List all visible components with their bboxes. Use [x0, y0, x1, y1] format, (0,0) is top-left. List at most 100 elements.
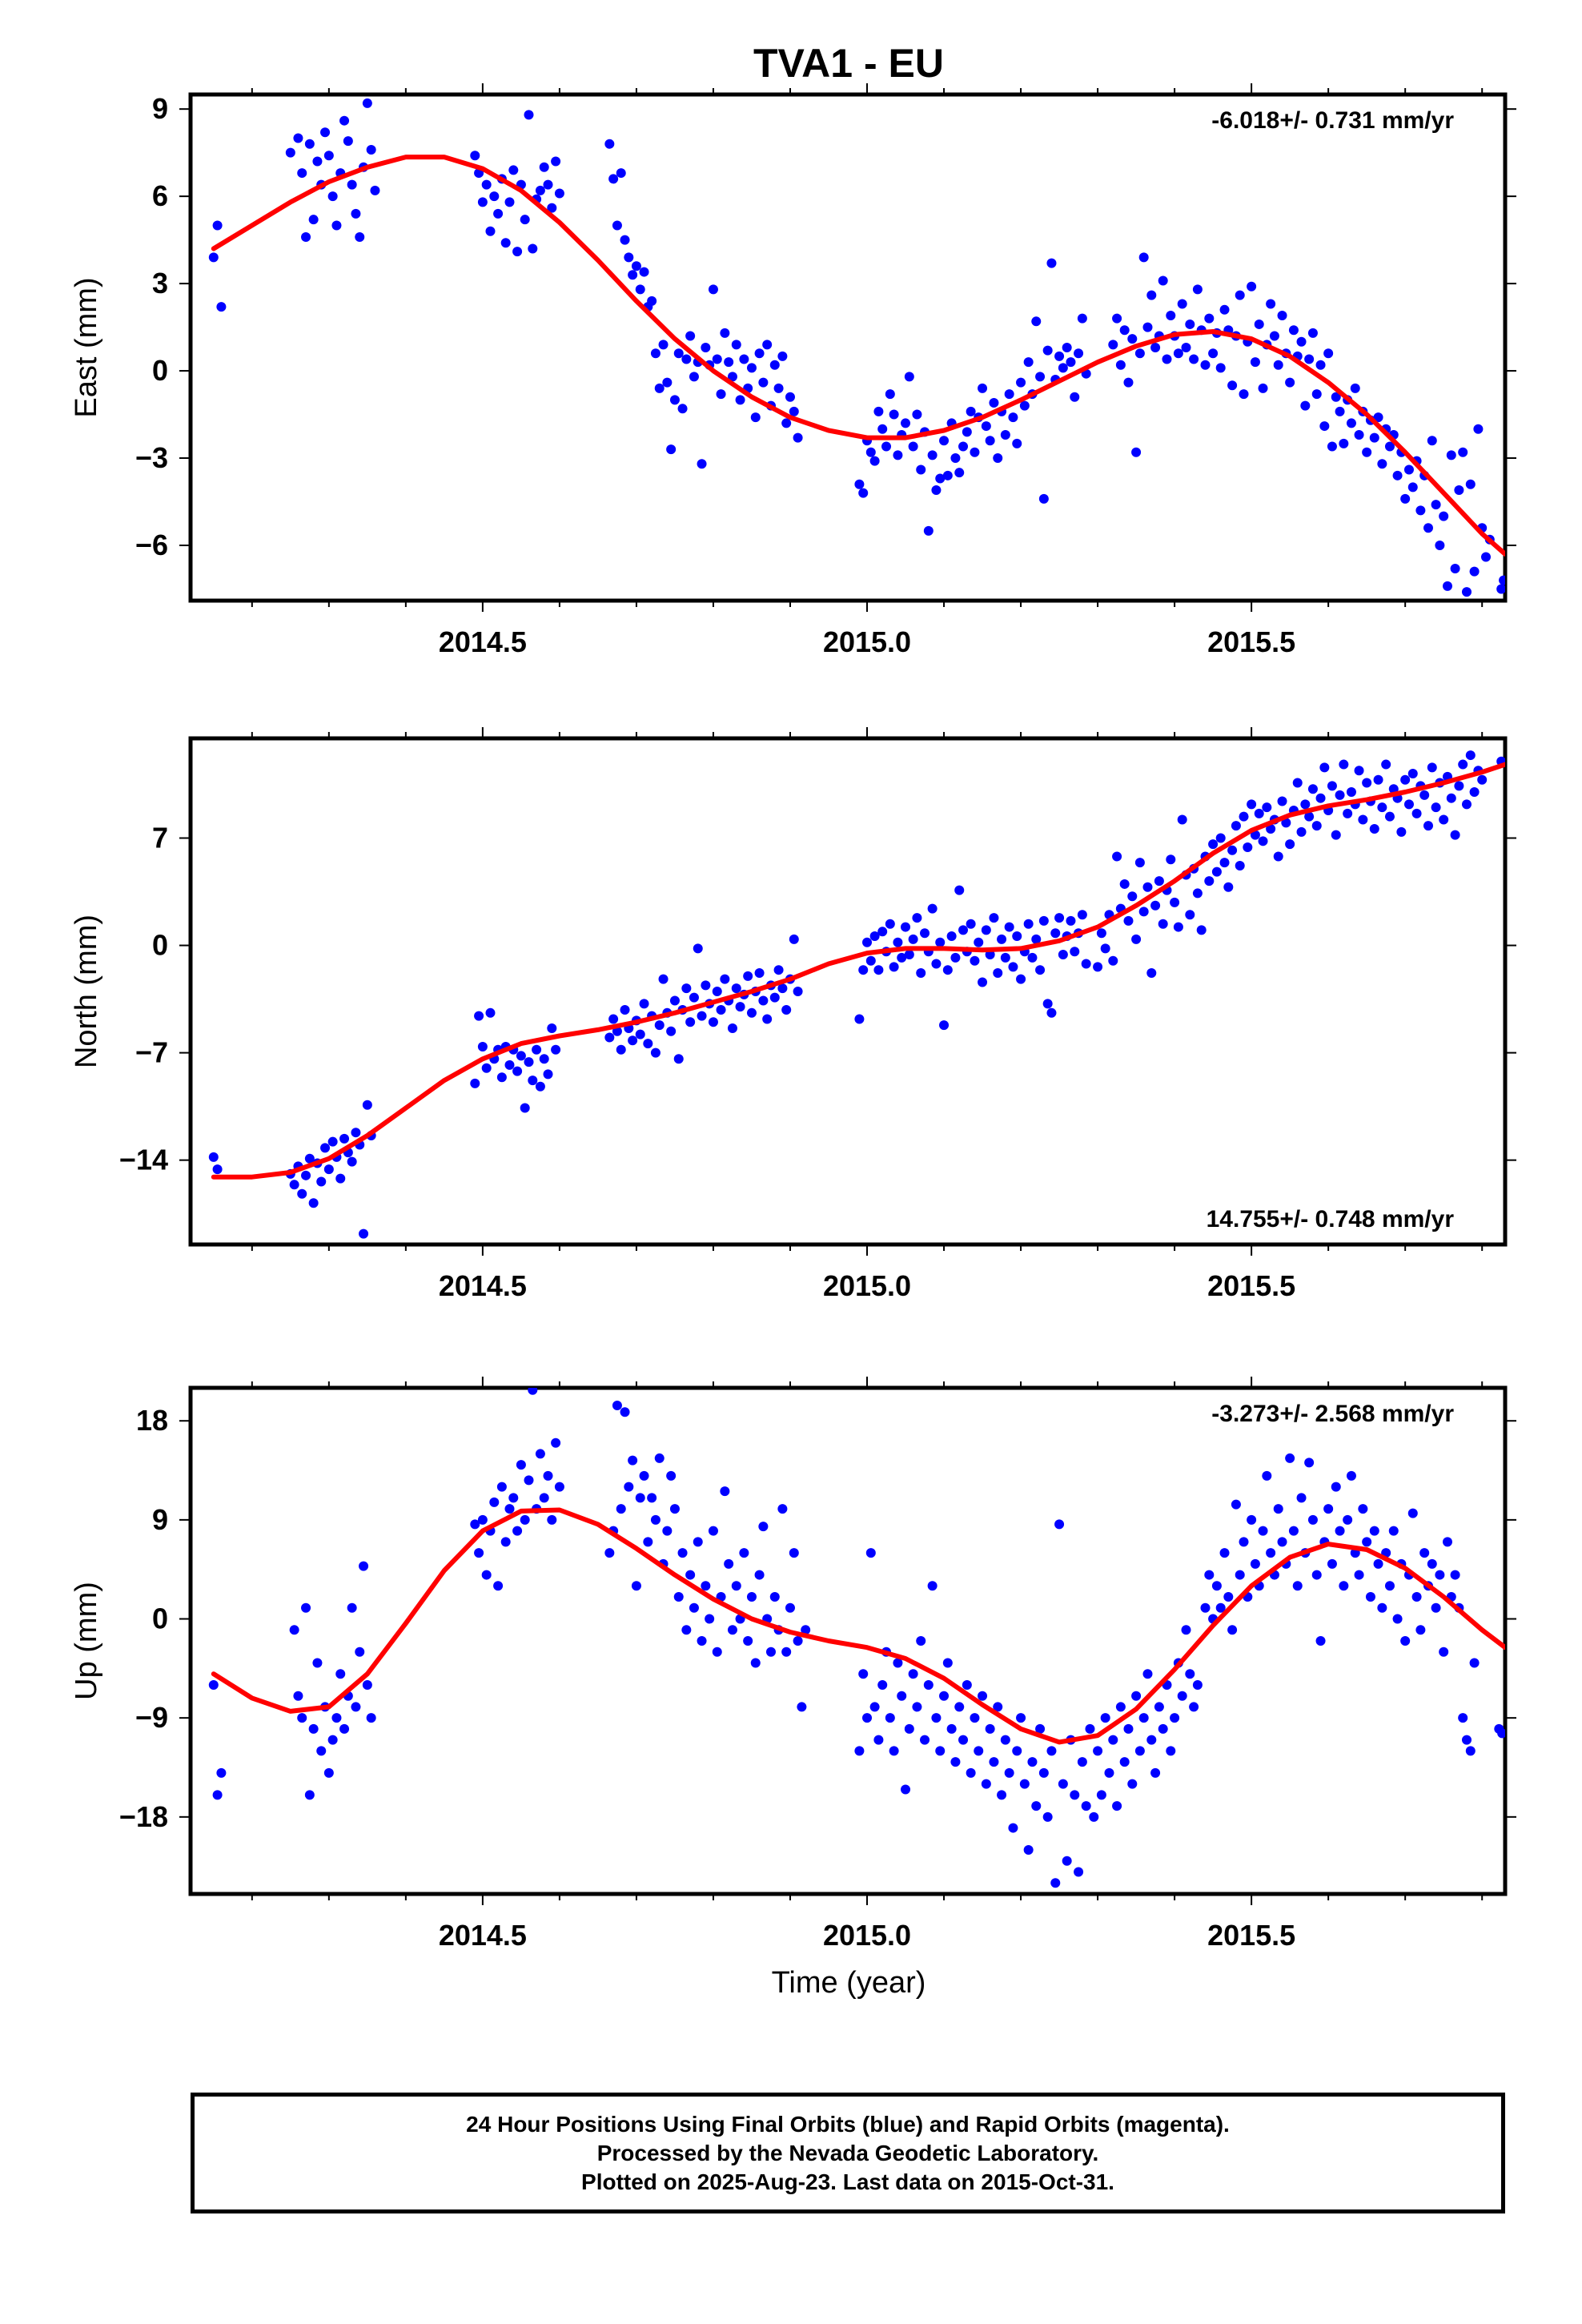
x-tick-label: 2015.0 [823, 1269, 911, 1302]
data-point [1415, 1625, 1426, 1635]
data-point [777, 983, 788, 994]
data-point [966, 919, 976, 929]
data-point [1439, 814, 1449, 825]
data-point [946, 1723, 957, 1734]
data-point [524, 1475, 534, 1486]
data-point [639, 999, 649, 1009]
data-point [293, 133, 303, 143]
data-point [1042, 999, 1053, 1009]
data-point [1115, 1702, 1126, 1712]
data-point [508, 165, 519, 175]
data-point [1292, 1581, 1303, 1591]
data-point [978, 1691, 988, 1701]
data-point [889, 1746, 899, 1756]
data-point [1377, 802, 1387, 813]
data-point [689, 372, 699, 382]
data-point [508, 1493, 519, 1503]
data-point [1050, 928, 1061, 939]
data-point [327, 1735, 338, 1745]
data-point [301, 1170, 311, 1180]
data-point [939, 436, 950, 446]
data-point [551, 1044, 561, 1055]
data-point [1423, 821, 1433, 831]
data-point [1008, 962, 1018, 972]
data-point [1346, 787, 1356, 798]
data-point [662, 1526, 673, 1536]
data-point [912, 913, 922, 923]
data-point [1350, 383, 1360, 393]
data-point [885, 1713, 895, 1723]
data-point [1050, 1878, 1061, 1888]
data-point [512, 247, 523, 257]
data-point [493, 208, 504, 219]
data-point [347, 1156, 357, 1167]
x-tick-label: 2014.5 [439, 1269, 527, 1302]
data-point [208, 1152, 219, 1162]
data-point [512, 1066, 523, 1076]
data-point [1400, 1636, 1411, 1646]
data-point [939, 1691, 950, 1701]
data-point [1311, 389, 1322, 400]
data-point [993, 453, 1003, 464]
data-point [877, 1679, 888, 1690]
data-point [1119, 879, 1130, 889]
x-axis-title: Time (year) [772, 1966, 926, 2000]
data-point [1154, 1702, 1164, 1712]
data-point [1304, 354, 1315, 364]
data-point [470, 1519, 480, 1530]
data-point [777, 351, 788, 361]
data-point [1315, 793, 1326, 803]
data-point [877, 927, 888, 937]
data-point [1381, 759, 1391, 770]
data-point [1016, 1713, 1026, 1723]
data-point [1166, 1746, 1176, 1756]
data-point [1215, 363, 1226, 373]
data-point [954, 885, 965, 895]
data-point [1377, 1602, 1387, 1613]
data-point [1285, 839, 1295, 850]
data-point [1138, 252, 1149, 263]
data-point [316, 1746, 327, 1756]
data-point [1296, 336, 1307, 347]
data-point [873, 965, 884, 975]
data-point [628, 1455, 638, 1466]
data-point [954, 1702, 965, 1712]
data-point [504, 197, 515, 207]
data-point [1458, 447, 1468, 457]
data-point [1343, 808, 1353, 818]
data-point [762, 1014, 773, 1024]
data-point [669, 395, 680, 405]
data-point [1435, 540, 1445, 550]
plot-frame [188, 1385, 1508, 1896]
data-point [1085, 1723, 1095, 1734]
data-point [954, 468, 965, 478]
data-point [1070, 947, 1080, 957]
y-tick-label: 18 [136, 1404, 168, 1437]
data-point [620, 1004, 630, 1015]
data-point [1131, 447, 1142, 457]
data-point [493, 1581, 504, 1591]
data-point [993, 1702, 1003, 1712]
data-point [901, 418, 911, 428]
panel-up: 2014.5 2015.0 2015.5 18 9 0 −9 −18 Up (mm) -3.273… [70, 1377, 1516, 1952]
data-point [474, 1011, 484, 1021]
data-point [1307, 1514, 1318, 1525]
data-point [869, 931, 880, 942]
data-point [1292, 778, 1303, 788]
data-point [865, 447, 876, 457]
data-point [1250, 830, 1260, 840]
data-point [1035, 1723, 1046, 1734]
data-point [1204, 876, 1215, 887]
data-point [997, 1790, 1007, 1800]
data-point [216, 302, 227, 312]
data-point [1258, 836, 1268, 846]
data-point [1046, 1746, 1057, 1756]
model-fit-line [211, 155, 1505, 557]
data-point [789, 934, 799, 944]
x-tick-label: 2014.5 [439, 625, 527, 658]
data-point [781, 1004, 792, 1015]
data-point [359, 1561, 369, 1571]
data-point [727, 1023, 737, 1033]
data-point [1181, 1625, 1191, 1635]
data-point [524, 1057, 534, 1068]
